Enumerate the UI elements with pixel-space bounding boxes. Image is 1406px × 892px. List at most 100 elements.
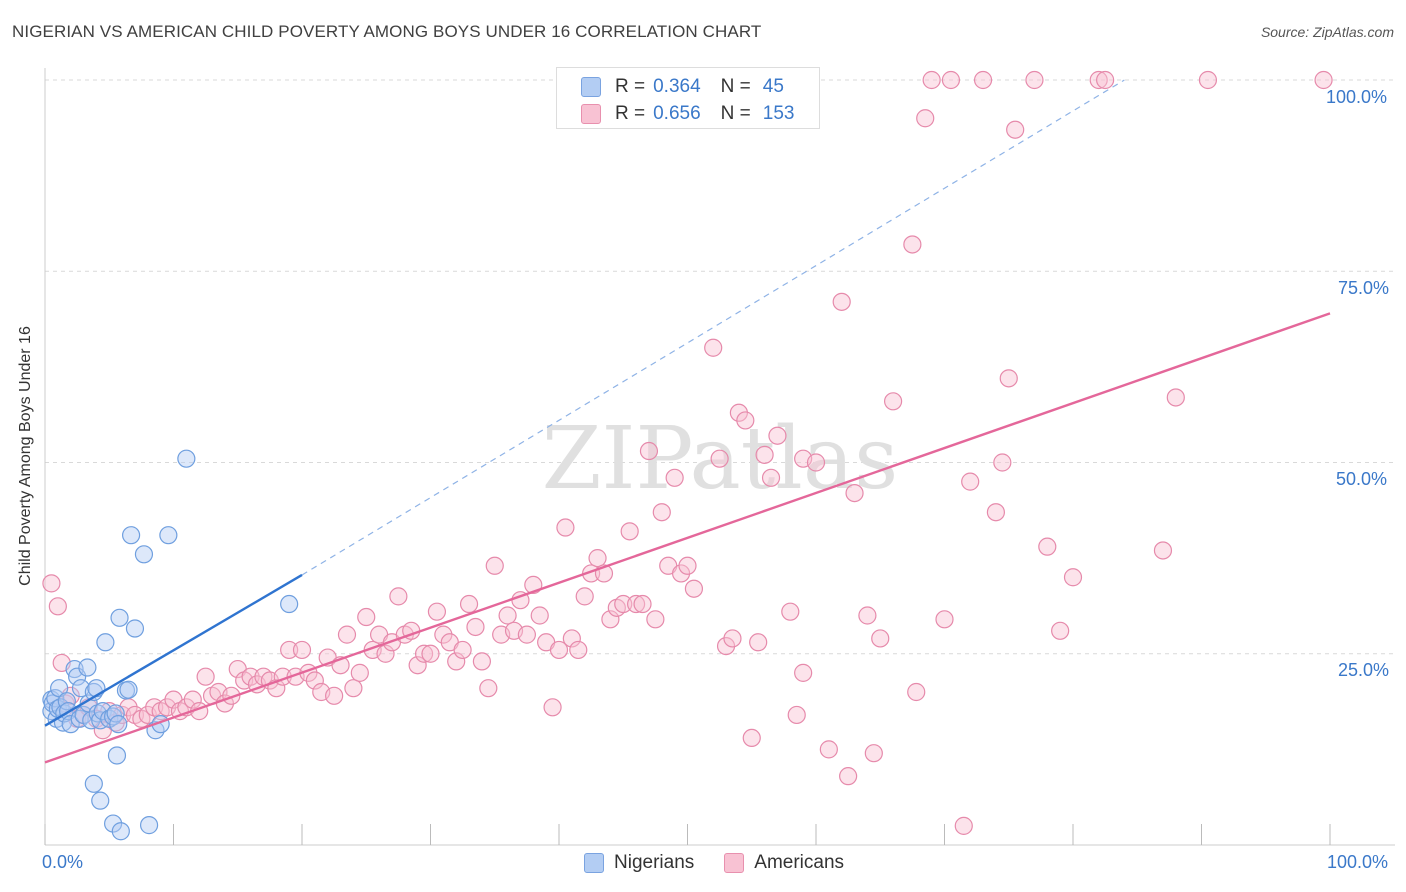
correlation-legend: R = 0.364 N = 45 R = 0.656 N = 153	[556, 67, 820, 129]
nigerian-point	[177, 449, 196, 468]
american-point	[684, 579, 704, 598]
american-point	[781, 602, 800, 621]
nigerian-point	[46, 689, 65, 708]
american-point	[736, 411, 755, 430]
american-point	[903, 235, 922, 254]
nigerian-point	[104, 814, 123, 833]
american-point	[961, 472, 980, 491]
american-point	[1089, 70, 1108, 90]
nigerians-points	[42, 449, 299, 841]
american-point	[48, 597, 67, 616]
n-label: N =	[720, 76, 751, 97]
trend-lines	[44, 79, 1331, 764]
american-point	[973, 70, 993, 90]
american-point	[639, 441, 659, 461]
american-point	[646, 610, 665, 629]
legend-item-nigerians[interactable]: Nigerians	[584, 852, 694, 874]
american-point	[280, 640, 299, 660]
american-point	[652, 503, 671, 522]
american-point	[1314, 70, 1333, 90]
nigerian-point	[109, 715, 128, 734]
american-point	[42, 574, 61, 593]
r-label: R =	[615, 103, 646, 124]
american-point	[723, 629, 742, 648]
nigerian-point	[139, 816, 159, 835]
legend-item-americans[interactable]: Americans	[724, 852, 844, 874]
r-label: R =	[615, 76, 646, 97]
y-tick-100: 100.0%	[1326, 87, 1388, 107]
nigerian-point	[125, 619, 145, 638]
nigerians-trend-line	[44, 573, 303, 727]
american-point	[357, 607, 376, 627]
american-point	[678, 556, 697, 575]
american-point	[755, 445, 774, 464]
nigerian-point	[106, 704, 125, 723]
american-point	[472, 652, 491, 671]
nigerian-point	[110, 608, 129, 627]
legend-label-americans: Americans	[754, 852, 845, 873]
american-point	[292, 640, 312, 660]
legend-row-nigerians: R = 0.364 N = 45	[581, 75, 784, 99]
american-point	[845, 484, 864, 503]
series-legend: Nigerians Americans	[584, 852, 874, 874]
american-point	[794, 663, 813, 682]
american-point	[633, 594, 652, 614]
nigerian-point	[280, 594, 299, 614]
american-point	[556, 518, 575, 537]
nigerian-point	[84, 774, 103, 793]
american-point	[710, 449, 729, 468]
american-point	[749, 633, 768, 652]
legend-label-nigerians: Nigerians	[614, 852, 695, 873]
american-point	[954, 816, 973, 835]
american-point	[498, 606, 517, 625]
watermark: ZIPatlas	[542, 409, 898, 509]
axes	[44, 68, 1395, 846]
american-point	[575, 587, 594, 606]
nigerian-point	[78, 658, 97, 677]
r-value: 0.656	[653, 103, 701, 124]
nigerians-trend-extension	[301, 79, 1125, 576]
american-point	[588, 549, 607, 568]
american-point	[222, 686, 241, 705]
american-point	[864, 744, 883, 763]
american-point	[819, 740, 838, 759]
american-point	[447, 652, 466, 671]
american-point	[614, 594, 633, 614]
american-point	[999, 369, 1018, 388]
y-axis-label: Child Poverty Among Boys Under 16	[17, 326, 34, 586]
american-point	[196, 667, 215, 686]
american-point	[1063, 568, 1083, 587]
american-point	[787, 705, 806, 725]
american-point	[543, 698, 562, 717]
source-credit: Source: ZipAtlas.com	[1260, 24, 1394, 40]
american-point	[466, 617, 485, 637]
american-point	[325, 686, 344, 705]
nigerian-point	[121, 526, 141, 545]
american-point	[742, 728, 761, 748]
american-point	[183, 690, 202, 709]
nigerian-point	[91, 791, 110, 810]
american-point	[768, 426, 787, 445]
chart-title: NIGERIAN VS AMERICAN CHILD POVERTY AMONG…	[12, 22, 762, 41]
nigerian-point	[87, 679, 106, 698]
americans-points	[42, 70, 1333, 835]
american-point	[883, 392, 903, 411]
nigerian-point	[96, 633, 115, 652]
american-point	[1038, 537, 1057, 556]
american-point	[993, 453, 1012, 472]
american-point	[626, 594, 646, 614]
x-tick-max: 100.0%	[1327, 852, 1389, 872]
american-point	[459, 594, 479, 614]
american-point	[427, 602, 447, 621]
gridlines	[45, 79, 1395, 655]
american-point	[1025, 70, 1044, 90]
american-point	[337, 625, 357, 644]
american-point	[601, 610, 620, 629]
nigerians-swatch	[581, 77, 601, 97]
nigerian-point	[119, 680, 138, 699]
american-point	[453, 640, 472, 660]
american-point	[871, 629, 890, 648]
american-point	[907, 682, 926, 702]
american-point	[832, 292, 851, 311]
